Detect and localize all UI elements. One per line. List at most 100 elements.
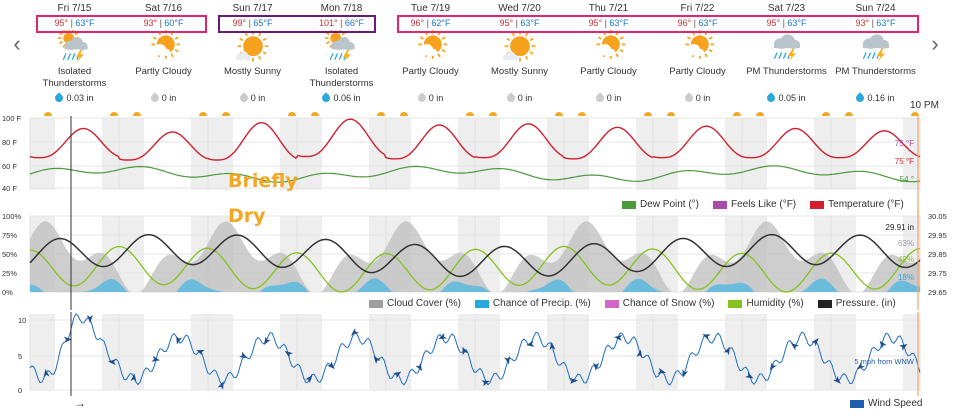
- wind-direction-arrow-icon: [899, 343, 908, 351]
- wind-direction-arrow-icon: [504, 355, 510, 365]
- wind-direction-arrow-icon: [879, 340, 887, 349]
- cloud-precip-humidity-pressure-chart: 100% 75% 50% 25% 0% 30.05 29.95 29.85 29.75 29.65…: [2, 210, 947, 310]
- end-value-label: 49%: [898, 255, 914, 264]
- day-column[interactable]: Thu 7/21 95° | 63°F Partly Cloudy 0 in: [564, 0, 653, 116]
- partly-cloudy-icon: [415, 30, 447, 59]
- day-temps: 99° | 65°F: [208, 16, 297, 30]
- low-temp: 63°F: [698, 18, 718, 28]
- thunderstorm-sun-icon: [57, 30, 88, 63]
- wind-direction-arrow-icon: [790, 343, 799, 351]
- condition-label: PM Thunderstorms: [746, 66, 827, 77]
- legend-label: Chance of Precip. (%): [492, 298, 591, 309]
- end-value-label: 18%: [898, 273, 914, 282]
- day-column[interactable]: Fri 7/15 95° | 63°F Isolated Thunderstorms…: [30, 0, 119, 116]
- wind-direction-arrow-icon: [833, 376, 841, 384]
- partly-cloudy-icon: [148, 30, 180, 59]
- day-name: Fri 7/22: [680, 3, 715, 14]
- day-name: Mon 7/18: [320, 3, 363, 14]
- wind-direction-arrow-icon: [239, 351, 248, 359]
- raindrop-icon: [854, 92, 867, 104]
- wind-direction-arrow-icon: [745, 371, 754, 379]
- day-column[interactable]: Wed 7/20 95° | 63°F Mostly Sunny 0 in: [475, 0, 564, 116]
- highlight-box-fri-sat: [36, 15, 207, 33]
- legend-swatch: [622, 200, 636, 209]
- raindrop-icon: [149, 92, 161, 104]
- legend-item[interactable]: Temperature (°F): [810, 199, 904, 210]
- partly-cloudy-icon: [682, 30, 714, 59]
- day-temps: 93° | 60°F: [119, 16, 208, 30]
- wind-direction-arrow-icon: [682, 369, 689, 378]
- prev-days-arrow[interactable]: ‹: [13, 31, 21, 56]
- day-column[interactable]: Fri 7/22 96° | 63°F Partly Cloudy 0 in: [653, 0, 742, 116]
- legend-swatch: [817, 299, 832, 308]
- axis-tick-label: 29.85: [928, 250, 947, 259]
- temperature-legend: Dew Point (°) Feels Like (°F) Temperature …: [608, 199, 904, 210]
- legend-item[interactable]: Humidity (%): [728, 298, 804, 309]
- overlay-note-line-1: Briefly: [228, 170, 298, 192]
- end-value-label: 54 °: [900, 175, 914, 184]
- legend-item[interactable]: Chance of Precip. (%): [474, 298, 591, 309]
- legend-label: Pressure. (in): [835, 298, 896, 309]
- day-temps: 93° | 63°F: [831, 16, 920, 30]
- sunrise-sunset-marker: [199, 112, 207, 116]
- wind-direction-arrow-icon: [151, 355, 160, 362]
- wind-speed-chart: 10 5 0 5 mph from WNW: [18, 312, 921, 396]
- end-value-label: 29.91 in: [886, 223, 914, 232]
- temperature-series-line: [29, 118, 921, 161]
- wind-direction-arrow-icon: [549, 341, 556, 351]
- thunderstorm-sun-icon: [324, 30, 355, 63]
- sunrise-sunset-marker: [555, 112, 563, 116]
- day-column[interactable]: Sat 7/23 95° | 63°F PM Thunderstorms 0.05 i…: [742, 0, 831, 116]
- precip-amount: 0 in: [475, 92, 564, 105]
- legend-item[interactable]: Chance of Snow (%): [604, 298, 714, 309]
- raindrop-icon: [594, 92, 606, 104]
- condition-label: Isolated Thunderstorms: [309, 66, 374, 89]
- legend-swatch: [474, 299, 489, 308]
- legend-item[interactable]: Pressure. (in): [817, 298, 896, 309]
- high-temp: 93°: [855, 18, 870, 28]
- day-column[interactable]: Mon 7/18 101° | 66°F Isolated Thunderstorm…: [297, 0, 386, 116]
- temp-separator: |: [513, 18, 521, 28]
- condition-label: PM Thunderstorms: [835, 66, 916, 77]
- low-temp: 66°F: [344, 18, 365, 28]
- legend-item[interactable]: Cloud Cover (%): [369, 298, 461, 309]
- wind-direction-arrow-icon: [438, 332, 447, 340]
- legend-item[interactable]: Feels Like (°F): [713, 199, 796, 210]
- day-temps: 96° | 62°F: [386, 16, 475, 30]
- legend-item[interactable]: Dew Point (°): [622, 199, 699, 210]
- day-column[interactable]: Sat 7/16 93° | 60°F Partly Cloudy 0 in: [119, 0, 208, 116]
- precip-amount: 0 in: [386, 92, 475, 105]
- sunrise-sunset-marker: [822, 112, 830, 116]
- day-temps: 95° | 63°F: [475, 16, 564, 30]
- raindrop-icon: [505, 92, 517, 104]
- next-days-arrow[interactable]: ›: [931, 31, 939, 56]
- raindrop-icon: [320, 92, 333, 104]
- precip-amount: 0 in: [119, 92, 208, 105]
- wind-direction-arrow-icon: [481, 380, 490, 387]
- right-arrow-icon: →: [74, 396, 86, 410]
- day-column[interactable]: Tue 7/19 96° | 62°F Partly Cloudy 0 in: [386, 0, 475, 116]
- low-temp: 63°F: [520, 18, 540, 28]
- legend-item[interactable]: Wind Speed: [850, 398, 922, 409]
- sunrise-sunset-marker: [845, 112, 853, 116]
- day-temps: 95° | 63°F: [564, 16, 653, 30]
- wind-direction-arrow-icon: [87, 315, 93, 323]
- day-column[interactable]: Sun 7/17 99° | 65°F Mostly Sunny 0 in: [208, 0, 297, 116]
- day-column[interactable]: Sun 7/24 93° | 63°F PM Thunderstorms 0.16 i…: [831, 0, 920, 116]
- wind-direction-arrow-icon: [393, 371, 402, 379]
- legend-label: Cloud Cover (%): [387, 298, 461, 309]
- sunrise-sunset-marker: [133, 112, 141, 116]
- axis-tick-label: 80 F: [2, 138, 17, 147]
- wind-direction-arrow-icon: [305, 375, 313, 384]
- wind-direction-arrow-icon: [327, 361, 335, 370]
- humidity-series-line: [29, 245, 921, 293]
- axis-tick-label: 75%: [2, 231, 17, 240]
- precip-value: 0.05 in: [778, 93, 806, 103]
- wind-direction-arrow-icon: [284, 350, 293, 358]
- condition-label: Partly Cloudy: [135, 66, 192, 77]
- dew-point-series-line: [29, 165, 921, 183]
- day-temps: 95° | 63°F: [30, 16, 119, 30]
- wind-direction-arrow-icon: [217, 381, 224, 390]
- precip-amount: 0.03 in: [30, 92, 119, 105]
- precip-value: 0 in: [161, 93, 177, 103]
